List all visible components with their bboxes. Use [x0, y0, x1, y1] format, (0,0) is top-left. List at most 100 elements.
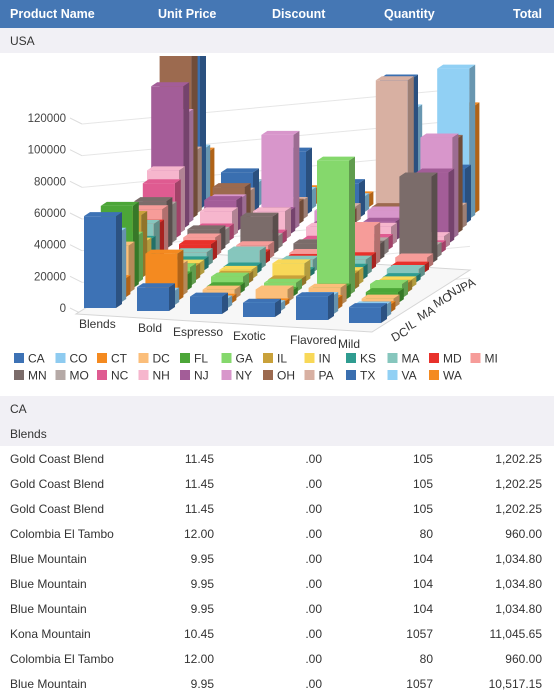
- legend-label: DC: [153, 352, 171, 366]
- cell-price: 11.45: [184, 502, 214, 516]
- legend-swatch: [263, 353, 273, 363]
- legend-swatch: [180, 353, 190, 363]
- legend-label: NY: [236, 369, 253, 383]
- bar-top-face: [386, 264, 425, 269]
- bar-top-face: [382, 273, 421, 278]
- bar-top-face: [204, 196, 243, 201]
- chart-container: 0 20000 40000 60000 80000 100000 120000 Blends B…: [0, 7, 554, 396]
- legend-label: CO: [70, 352, 88, 366]
- y-tick-label: 0: [60, 303, 66, 315]
- bar-front-face: [296, 296, 328, 320]
- cell-qty: 104: [412, 577, 433, 591]
- legend-swatch: [138, 370, 149, 380]
- cell-price: 11.45: [184, 452, 214, 466]
- bar-side-face: [431, 172, 438, 264]
- depth-axis-label: NJ: [445, 281, 465, 300]
- cell-price: 12.00: [183, 652, 214, 666]
- table-row: Kona Mountain 10.45 .00 1057 11,045.65: [0, 621, 554, 646]
- cell-qty: 80: [419, 652, 433, 666]
- bar-top-face: [370, 280, 408, 284]
- group-label-country: USA: [10, 34, 35, 48]
- bar-top-face: [236, 241, 275, 246]
- bar-top-face: [137, 283, 175, 288]
- cell-total: 11,045.65: [489, 627, 543, 641]
- column-header-unit-price[interactable]: Unit Price: [158, 7, 217, 21]
- bar-top-face: [420, 133, 459, 138]
- bar-CA-Blends: [84, 212, 122, 308]
- bar-side-face: [293, 130, 300, 230]
- bar-top-face: [375, 76, 414, 81]
- legend-swatch: [346, 353, 356, 363]
- bar-side-face: [222, 292, 228, 314]
- cell-qty: 105: [412, 502, 433, 516]
- group-header-category: Blends: [0, 421, 554, 446]
- legend-swatch: [470, 353, 481, 363]
- group-label-category: Blends: [10, 427, 47, 441]
- legend-label: TX: [360, 369, 375, 383]
- cell-price: 9.95: [190, 552, 214, 566]
- cell-qty: 104: [412, 552, 433, 566]
- group-label-state: CA: [10, 402, 27, 416]
- legend-label: MA: [402, 352, 420, 366]
- bar-top-face: [187, 225, 226, 230]
- cell-qty: 1057: [406, 677, 433, 691]
- column-header-discount[interactable]: Discount: [272, 7, 326, 21]
- bar-top-face: [223, 262, 262, 267]
- cell-total: 1,202.25: [495, 477, 542, 491]
- bar-top-face: [206, 282, 245, 287]
- bar-top-face: [416, 168, 455, 173]
- bar-top-face: [243, 298, 281, 303]
- cell-discount: .00: [305, 502, 322, 516]
- bar-top-face: [145, 249, 184, 254]
- bar-top-face: [211, 272, 249, 277]
- bar-top-face: [200, 207, 238, 212]
- legend-swatch: [429, 353, 439, 363]
- column-header-total[interactable]: Total: [513, 7, 542, 21]
- legend-label: OH: [277, 369, 295, 383]
- cell-qty: 104: [412, 602, 433, 616]
- bar-top-face: [240, 212, 279, 217]
- bar-top-face: [134, 197, 173, 202]
- legend-label: CA: [28, 352, 45, 366]
- legend-label: MD: [443, 352, 462, 366]
- legend-swatch: [221, 370, 232, 380]
- table-row: Gold Coast Blend 11.45 .00 105 1,202.25: [0, 496, 554, 521]
- cell-qty: 1057: [406, 627, 433, 641]
- bar-top-face: [399, 172, 438, 177]
- y-tick-label: 100000: [28, 145, 66, 157]
- cell-price: 10.45: [183, 627, 214, 641]
- cell-discount: .00: [305, 527, 322, 541]
- column-header-quantity[interactable]: Quantity: [384, 7, 435, 21]
- bar-front-face: [190, 296, 222, 314]
- cell-name: Gold Coast Blend: [10, 502, 105, 516]
- cell-price: 11.45: [184, 477, 214, 491]
- legend-swatch: [97, 370, 107, 380]
- bar-CA-Bold: [137, 283, 175, 311]
- y-tick-label: 40000: [34, 240, 66, 252]
- legend-swatch: [429, 370, 439, 380]
- bar-front-face: [317, 160, 349, 296]
- bar-GA-Flavored: [317, 156, 355, 296]
- legend-swatch: [180, 370, 190, 380]
- bar-CA-Exotic: [243, 298, 281, 317]
- cell-price: 12.00: [183, 527, 214, 541]
- cell-total: 960.00: [505, 652, 542, 666]
- legend-swatch: [138, 353, 149, 363]
- bar-side-face: [275, 298, 281, 317]
- bar-top-face: [227, 246, 266, 251]
- cell-name: Blue Mountain: [10, 602, 87, 616]
- column-header-product-name[interactable]: Product Name: [10, 7, 95, 21]
- bar-top-face: [363, 217, 402, 222]
- cell-total: 960.00: [505, 527, 542, 541]
- bar-side-face: [169, 283, 175, 311]
- legend-swatch: [14, 370, 24, 380]
- bar-top-face: [130, 205, 169, 210]
- y-tick-label: 20000: [34, 271, 66, 283]
- cell-discount: .00: [305, 552, 322, 566]
- cell-total: 1,034.80: [495, 577, 542, 591]
- bar-top-face: [395, 253, 434, 258]
- table-row: Blue Mountain 9.95 .00 104 1,034.80: [0, 571, 554, 596]
- bar-top-face: [296, 292, 334, 297]
- legend-label: CT: [111, 352, 128, 366]
- cell-name: Kona Mountain: [10, 627, 91, 641]
